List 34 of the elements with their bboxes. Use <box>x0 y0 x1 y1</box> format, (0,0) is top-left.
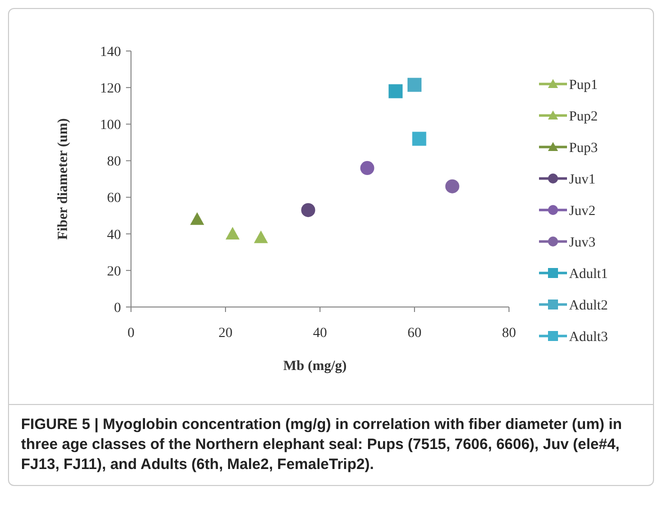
y-axis-title: Fiber diameter (um) <box>56 118 71 240</box>
point <box>190 212 204 225</box>
legend-label: Juv1 <box>569 172 596 188</box>
x-tick-label: 20 <box>218 326 232 341</box>
y-tick-label: 0 <box>114 300 121 316</box>
y-tick-label: 20 <box>107 264 121 280</box>
point <box>360 161 374 176</box>
x-axis-title: Mb (mg/g) <box>283 359 348 374</box>
x-tick-label: 0 <box>128 326 134 341</box>
x-tick-label: 80 <box>502 326 516 341</box>
legend-label: Pup1 <box>569 78 598 93</box>
y-tick-label: 40 <box>107 228 121 243</box>
legend-label: Pup2 <box>569 109 598 124</box>
y-tick-label: 60 <box>107 191 121 206</box>
y-tick-label: 80 <box>107 154 121 170</box>
point <box>408 78 422 92</box>
legend-label: Juv2 <box>569 204 596 219</box>
y-tick-label: 100 <box>100 118 121 134</box>
point <box>445 179 460 194</box>
legend-label: Pup3 <box>569 140 598 156</box>
y-tick-label: 140 <box>100 44 121 60</box>
point <box>388 84 403 98</box>
point <box>226 226 240 240</box>
y-tick-label: 120 <box>100 81 121 96</box>
point <box>254 230 268 244</box>
point <box>412 132 426 146</box>
legend-label: Juv3 <box>569 235 596 250</box>
x-tick-label: 60 <box>408 326 422 341</box>
point <box>301 203 316 218</box>
x-tick-label: 40 <box>313 326 327 341</box>
legend-label: Adult2 <box>569 298 608 314</box>
legend-label: Adult3 <box>569 330 608 345</box>
caption: FIGURE 5 | Myoglobin concentration (mg/g) in correlation with fiber diameter (um) in three age classes of the Northern elephant seal: Pups (7515, 7606, 6606), Juv (ele#4, FJ13, FJ11), and Adults (6th, Male2, FemaleTrip2). <box>21 415 623 475</box>
legend-label: Adult1 <box>569 266 608 282</box>
